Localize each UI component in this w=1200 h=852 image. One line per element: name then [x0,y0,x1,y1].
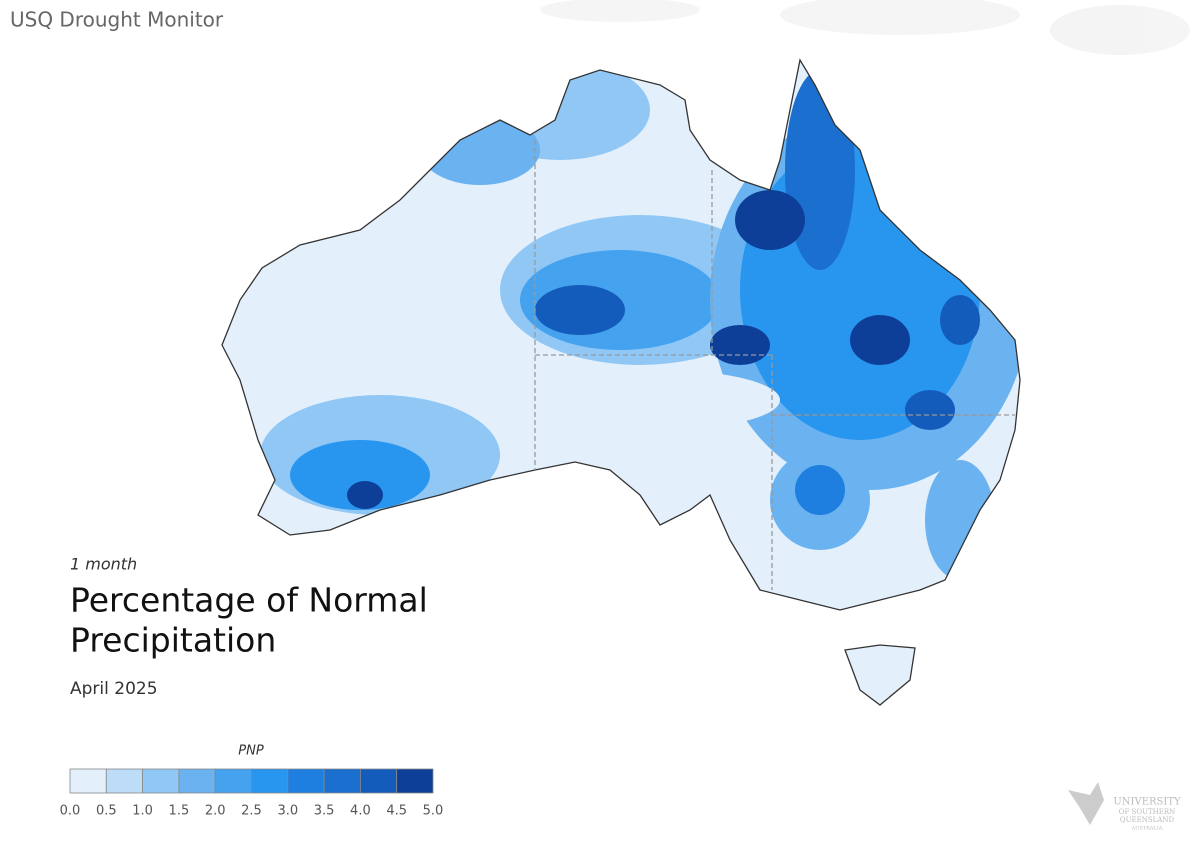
state-borders [534,140,1015,590]
legend-swatch [178,768,216,794]
logo-emblem [1068,782,1104,825]
legend-tick-label: 0.0 [60,804,81,819]
legend-swatch [69,768,107,794]
legend-tick-label: 1.0 [132,804,153,819]
logo-text: QUEENSLAND [1120,816,1175,824]
legend-swatch [323,768,361,794]
logo-text: UNIVERSITY [1113,797,1181,808]
legend-tick-label: 3.0 [277,804,298,819]
legend-swatch [142,768,180,794]
legend-swatch [251,768,289,794]
legend-tick-label: 1.5 [169,804,190,819]
legend-tick-label: 4.5 [386,804,407,819]
precipitation-field [222,60,1020,705]
logo-text: AUSTRALIA [1131,826,1163,832]
legend-swatch [105,768,144,794]
legend-tick-label: 4.0 [350,804,371,819]
legend-swatch [214,768,252,794]
legend-swatch [287,768,325,794]
logo-text: OF SOUTHERN [1119,808,1176,816]
map-title: Precipitation [70,621,276,660]
legend-tick-label: 0.5 [96,804,117,819]
legend: 0.0 0.5 1.0 1.5 2.0 2.5 3.0 3.5 4.0 4.5 5.0 [60,768,444,819]
background-land [540,0,1190,55]
legend-tick-label: 3.5 [314,804,335,819]
legend-swatch [359,768,398,794]
map-title: Percentage of Normal [70,581,428,620]
date: April 2025 [70,679,158,699]
period: 1 month [70,555,137,574]
legend-swatch [396,768,434,794]
app-title: USQ Drought Monitor [10,8,224,32]
legend-tick-label: 5.0 [423,804,444,819]
legend-tick-label: 2.5 [241,804,262,819]
legend-title: PNP [238,744,264,759]
legend-tick-label: 2.0 [205,804,226,819]
logo: UNIVERSITY OF SOUTHERN QUEENSLAND AUSTRA… [1068,782,1181,832]
